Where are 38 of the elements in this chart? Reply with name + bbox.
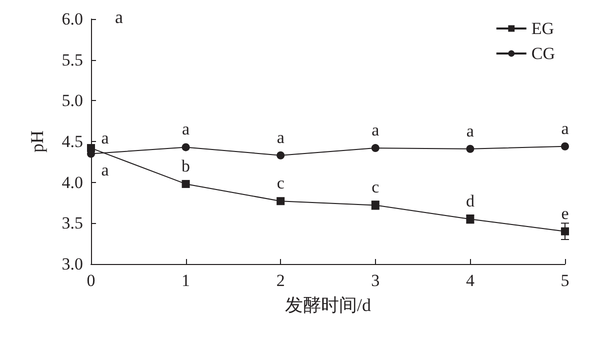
legend-label: EG — [531, 19, 554, 38]
annotation: c — [276, 174, 285, 193]
point — [182, 143, 190, 152]
annotation: a — [115, 7, 123, 27]
x-tick-label: 5 — [560, 271, 570, 290]
x-tick-label: 0 — [86, 271, 96, 290]
x-tick-label: 4 — [466, 271, 475, 290]
x-tick-label: 1 — [182, 271, 190, 290]
annotation: b — [182, 156, 190, 176]
annotation: a — [101, 160, 110, 180]
annotation: a — [372, 120, 380, 140]
y-tick-label: 4.5 — [62, 132, 83, 151]
annotation: d — [466, 192, 475, 211]
y-tick-label: 5.0 — [62, 91, 83, 110]
point — [276, 197, 285, 206]
point — [182, 180, 190, 188]
legend-label: CG — [531, 44, 556, 63]
y-tick-label: 5.5 — [62, 50, 83, 70]
x-tick-label: 3 — [371, 271, 380, 290]
y-tick-label: 3.5 — [62, 214, 83, 233]
annotation: a — [466, 121, 474, 140]
point — [466, 144, 474, 153]
x-axis-title: 发酵时间/d — [284, 295, 372, 315]
annotation: c — [372, 178, 380, 197]
annotation: e — [561, 204, 569, 223]
y-tick-label: 4.0 — [62, 172, 83, 192]
x-tick-label: 2 — [276, 271, 285, 290]
annotation: a — [276, 128, 285, 147]
point — [561, 227, 569, 236]
y-tick-label: 3.0 — [62, 254, 83, 274]
point — [276, 151, 285, 160]
point — [561, 142, 569, 150]
y-tick-label: 6.0 — [62, 10, 83, 28]
annotation: a — [561, 118, 570, 138]
point — [371, 144, 380, 152]
y-axis-title: pH — [27, 130, 47, 152]
annotation: a — [182, 120, 190, 139]
annotation: a — [101, 128, 110, 148]
